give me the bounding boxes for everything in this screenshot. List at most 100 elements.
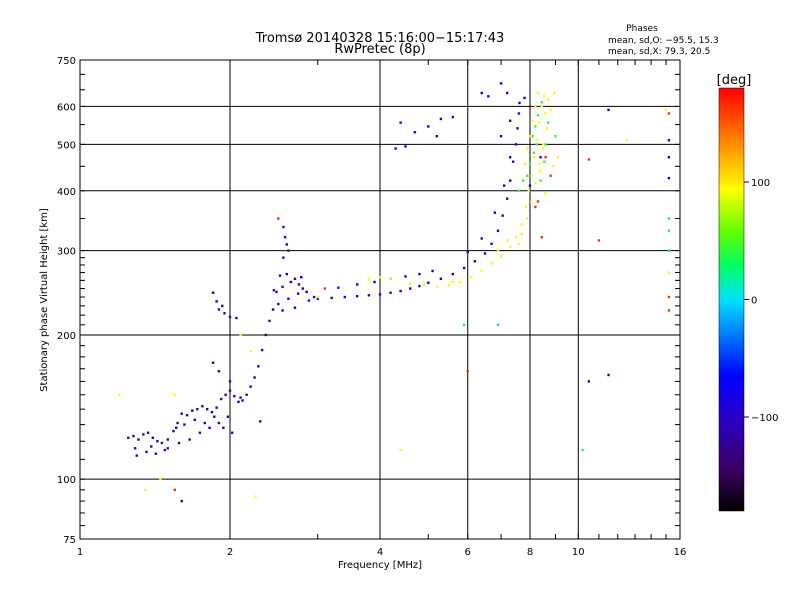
data-point [499,82,503,85]
data-point [300,276,303,279]
data-point [439,277,443,280]
data-point [191,409,194,412]
data-point [540,101,544,104]
data-point [277,217,280,220]
data-point [554,134,557,138]
data-point [180,412,183,415]
data-point [253,376,256,379]
data-point [551,165,555,168]
data-point [297,283,301,286]
data-point [543,95,546,98]
y-tick-label: 300 [57,247,76,258]
data-point [198,431,202,434]
data-point [667,309,671,312]
grid [80,60,680,539]
data-point [172,429,175,433]
data-point [323,287,327,290]
colorbar-gradient [718,87,745,512]
plot-area: 1 2 4 6 8 10 16 75 100 200 300 400 500 600 750 [57,56,686,558]
data-point [215,406,218,409]
data-point [667,217,671,220]
y-tick-label: 750 [57,56,76,67]
data-point [546,98,550,101]
data-point [389,291,392,294]
data-point [142,433,145,436]
data-point [278,274,282,277]
data-point [399,289,402,293]
data-point [285,243,288,246]
data-point [282,225,285,229]
data-point [281,309,284,312]
data-point [260,348,264,352]
data-point [166,447,169,450]
data-point [521,179,525,182]
data-point [587,380,591,383]
data-point [508,179,512,182]
data-point [188,438,191,441]
data-point [451,115,455,119]
x-tick-label: 4 [377,547,383,558]
colorbar-tick-label: 0 [751,296,757,307]
data-point [151,436,155,439]
data-point [538,121,541,124]
data-point [316,295,319,299]
data-point [223,312,226,315]
data-point [208,426,211,430]
data-point [233,394,236,398]
data-point [281,285,284,289]
data-point [483,252,487,255]
data-point [536,114,540,117]
data-point [217,308,221,311]
data-point [517,242,521,245]
data-point [534,205,537,209]
data-point [285,272,288,276]
data-point [524,205,528,209]
data-point [175,426,178,430]
data-point [431,269,434,273]
data-point [667,271,671,274]
data-point [530,174,533,177]
data-point [480,91,483,95]
data-point [462,266,466,270]
data-point [289,280,293,284]
data-point [418,284,421,288]
data-point [337,286,340,289]
data-point [597,239,601,242]
data-point [549,174,552,177]
data-point [545,127,549,130]
data-point [664,108,668,112]
data-point [490,262,493,265]
data-point [508,119,512,122]
colorbar-tick-label: −100 [751,413,778,424]
data-point [526,174,529,177]
data-point [535,143,538,146]
data-point [343,295,347,299]
data-point [523,162,526,166]
data-point [160,441,164,445]
data-point [531,134,534,138]
data-point [502,184,506,187]
data-point [367,294,371,297]
data-point [373,280,376,284]
data-point [409,287,412,290]
data-point [173,393,177,397]
data-point [413,131,417,134]
data-point [496,323,500,327]
y-tick-label: 600 [57,102,76,113]
data-point [625,139,628,142]
data-point [418,272,421,276]
y-tick-label: 75 [63,535,76,546]
data-point [518,101,521,105]
data-point [307,299,311,302]
data-point [523,96,526,100]
data-point [422,284,426,287]
data-point [581,448,584,452]
stats-line-o: mean, sd,O: −95.5, 15.3 [608,36,719,46]
data-point [404,145,407,148]
data-point [137,438,140,441]
data-point [249,385,252,388]
data-point [520,232,523,236]
data-point [508,156,512,159]
data-point [527,189,530,192]
data-point [217,421,221,425]
